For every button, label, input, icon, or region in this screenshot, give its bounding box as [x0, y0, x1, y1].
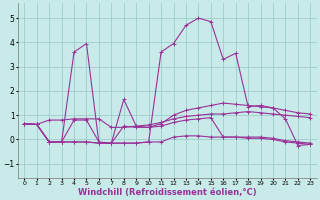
- X-axis label: Windchill (Refroidissement éolien,°C): Windchill (Refroidissement éolien,°C): [78, 188, 257, 197]
